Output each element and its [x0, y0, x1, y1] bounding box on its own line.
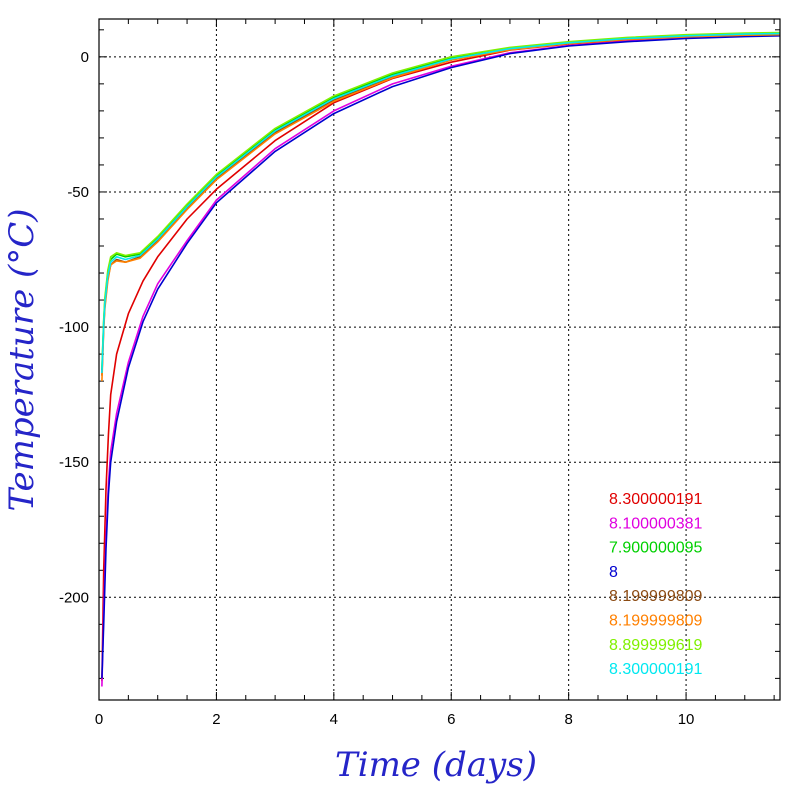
legend-entry: 8.199999809 — [609, 613, 703, 630]
x-tick-label: 4 — [330, 711, 338, 728]
legend: 8.300000191 8.100000381 7.900000095 8 8.1999… — [609, 491, 703, 678]
tick-labels: 0 2 4 6 8 10 0 -50 -100 -150 -200 — [59, 49, 694, 728]
legend-entry: 8.100000381 — [609, 515, 703, 532]
legend-entry: 8.300000191 — [609, 661, 703, 678]
y-tick-label: -150 — [59, 454, 89, 471]
x-tick-label: 10 — [678, 711, 695, 728]
y-tick-label: -100 — [59, 319, 89, 336]
x-tick-label: 0 — [95, 711, 103, 728]
minor-ticks — [98, 19, 780, 700]
legend-entry: 8 — [609, 564, 618, 581]
legend-entry: 8.199999809 — [609, 588, 703, 605]
y-tick-label: -50 — [67, 184, 89, 201]
series-line — [101, 35, 781, 679]
y-axis-title: Temperature (°C) — [2, 208, 42, 511]
plot-frame — [98, 18, 781, 701]
series-line — [101, 31, 781, 368]
x-tick-label: 6 — [447, 711, 455, 728]
series-line — [101, 33, 781, 382]
legend-entry: 7.900000095 — [609, 540, 703, 557]
y-tick-label: -200 — [59, 589, 89, 606]
series-lines — [101, 31, 781, 687]
legend-entry: 8.300000191 — [609, 491, 703, 508]
grid-lines — [99, 19, 780, 700]
x-tick-label: 2 — [212, 711, 220, 728]
legend-entry: 8.899999619 — [609, 637, 703, 654]
x-tick-label: 8 — [564, 711, 572, 728]
y-tick-label: 0 — [81, 49, 89, 66]
series-line — [101, 32, 781, 374]
x-axis-title: Time (days) — [335, 745, 537, 785]
